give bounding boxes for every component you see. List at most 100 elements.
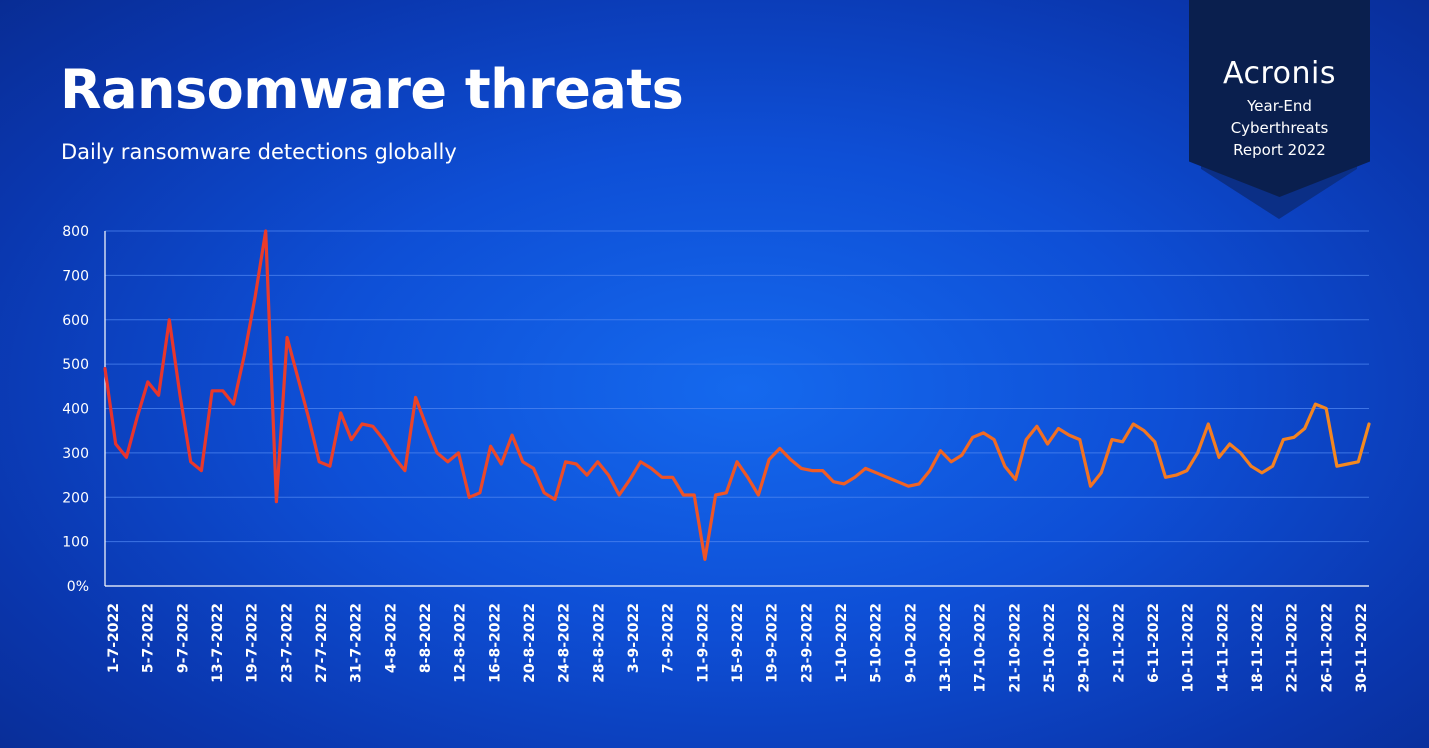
x-tick-label: 13-7-2022 — [210, 603, 226, 683]
data-point — [254, 296, 257, 299]
data-point — [243, 354, 246, 357]
x-tick-label: 9-7-2022 — [175, 603, 191, 673]
data-point — [768, 458, 771, 461]
x-tick-label: 18-11-2022 — [1250, 603, 1266, 693]
x-tick-label: 23-9-2022 — [799, 603, 815, 683]
data-point — [1346, 463, 1349, 466]
data-point — [371, 425, 374, 428]
data-point — [832, 480, 835, 483]
data-point — [811, 469, 814, 472]
badge-line-3: Report 2022 — [1233, 141, 1326, 159]
data-point — [179, 394, 182, 397]
data-point — [1303, 427, 1306, 430]
data-point — [661, 476, 664, 479]
data-point — [168, 318, 171, 321]
data-point — [1164, 476, 1167, 479]
data-point — [211, 389, 214, 392]
data-point — [1121, 440, 1124, 443]
x-tick-label: 19-7-2022 — [245, 603, 261, 683]
data-point — [328, 465, 331, 468]
data-point — [1025, 438, 1028, 441]
data-point — [960, 454, 963, 457]
report-badge: Acronis Year-End Cyberthreats Report 202… — [1189, 0, 1370, 197]
y-tick-labels: 0% 100 200 300 400 500 600 700 800 — [62, 224, 89, 595]
data-point — [950, 460, 953, 463]
chart-title: Ransomware threats — [60, 58, 684, 121]
data-point — [468, 496, 471, 499]
chart-subtitle: Daily ransomware detections globally — [61, 140, 457, 164]
x-tick-label: 21-10-2022 — [1007, 603, 1023, 693]
data-point — [725, 491, 728, 494]
data-point — [1314, 403, 1317, 406]
x-tick-label: 1-7-2022 — [106, 603, 122, 673]
data-point — [736, 460, 739, 463]
data-point — [682, 494, 685, 497]
data-point — [264, 230, 267, 233]
data-point — [1175, 474, 1178, 477]
x-tick-label: 4-8-2022 — [383, 603, 399, 673]
data-point — [1068, 434, 1071, 437]
gridlines — [105, 230, 1369, 543]
data-point — [382, 438, 385, 441]
x-tick-label: 10-11-2022 — [1181, 603, 1197, 693]
data-point — [521, 460, 524, 463]
x-tick-label: 20-8-2022 — [522, 603, 538, 683]
data-point — [875, 471, 878, 474]
data-point — [1228, 443, 1231, 446]
x-tick-label: 17-10-2022 — [973, 603, 989, 693]
data-point — [200, 469, 203, 472]
data-point — [886, 476, 889, 479]
data-point — [1035, 425, 1038, 428]
x-tick-label: 2-11-2022 — [1111, 603, 1127, 683]
data-point — [1014, 478, 1017, 481]
data-point — [1239, 451, 1242, 454]
data-point — [1185, 469, 1188, 472]
x-tick-label: 5-7-2022 — [141, 603, 157, 673]
data-point — [596, 460, 599, 463]
data-point — [628, 478, 631, 481]
brand-logo: Acronis — [1223, 56, 1336, 91]
x-tick-label: 11-9-2022 — [695, 603, 711, 683]
data-point — [1057, 427, 1060, 430]
x-tick-label: 25-10-2022 — [1042, 603, 1058, 693]
y-tick-label: 700 — [62, 268, 89, 284]
series-layer — [103, 229, 1371, 561]
data-point — [1335, 465, 1338, 468]
data-point — [714, 494, 717, 497]
x-tick-labels: 1-7-2022 5-7-2022 9-7-2022 13-7-2022 19-7-20… — [106, 603, 1370, 693]
x-tick-label: 31-7-2022 — [349, 603, 365, 683]
data-point — [478, 491, 481, 494]
x-tick-label: 9-10-2022 — [903, 603, 919, 683]
data-point — [821, 469, 824, 472]
data-point — [275, 500, 278, 503]
data-point — [586, 474, 589, 477]
x-tick-label: 15-9-2022 — [730, 603, 746, 683]
data-point — [757, 494, 760, 497]
data-point — [232, 403, 235, 406]
data-point — [746, 476, 749, 479]
data-point — [157, 394, 160, 397]
badge-line-2: Cyberthreats — [1230, 119, 1329, 137]
x-tick-label: 6-11-2022 — [1146, 603, 1162, 683]
data-point — [1282, 438, 1285, 441]
data-point — [1218, 456, 1221, 459]
x-tick-label: 12-8-2022 — [453, 603, 469, 683]
data-point — [843, 482, 846, 485]
data-point — [221, 389, 224, 392]
data-point — [993, 438, 996, 441]
data-point — [896, 480, 899, 483]
y-tick-label: 200 — [62, 490, 89, 506]
data-point — [146, 380, 149, 383]
x-tick-label: 27-7-2022 — [314, 603, 330, 683]
y-tick-label: 100 — [62, 535, 89, 551]
data-point — [607, 474, 610, 477]
data-point — [1132, 423, 1135, 426]
data-point — [564, 460, 567, 463]
series-line — [103, 229, 1371, 561]
data-point — [446, 460, 449, 463]
data-point — [532, 467, 535, 470]
data-point — [436, 451, 439, 454]
data-point — [1271, 465, 1274, 468]
data-point — [511, 434, 514, 437]
